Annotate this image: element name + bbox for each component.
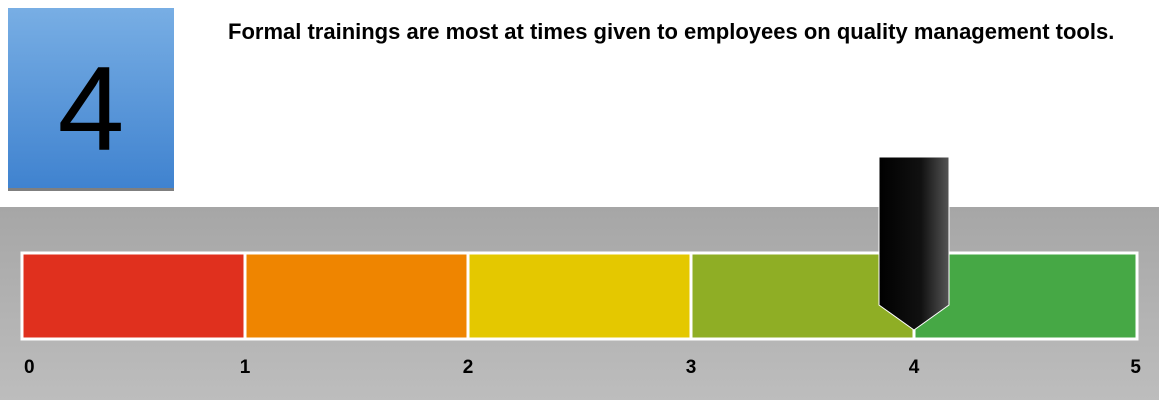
- badge-shadow: [8, 188, 174, 191]
- scale-segment: [243, 251, 470, 341]
- tick-label: 5: [1130, 357, 1141, 378]
- tick-label: 2: [463, 357, 474, 378]
- badge-number: 4: [58, 42, 125, 176]
- pointer: [878, 156, 950, 331]
- tick-label: 4: [909, 357, 920, 378]
- statement-box: Formal trainings are most at times given…: [228, 19, 1115, 44]
- scale-segment: [20, 251, 247, 341]
- scale: 0 1 2 3 4 5: [20, 156, 1141, 378]
- tick-label: 3: [686, 357, 697, 378]
- scale-segment: [466, 251, 693, 341]
- tick-label: 1: [240, 357, 251, 378]
- statement: Formal trainings are most at times given…: [228, 19, 1115, 44]
- badge-box: [8, 8, 174, 190]
- scale-segment: [689, 251, 916, 341]
- tick-label: 0: [24, 357, 35, 378]
- scale-segment: [912, 251, 1139, 341]
